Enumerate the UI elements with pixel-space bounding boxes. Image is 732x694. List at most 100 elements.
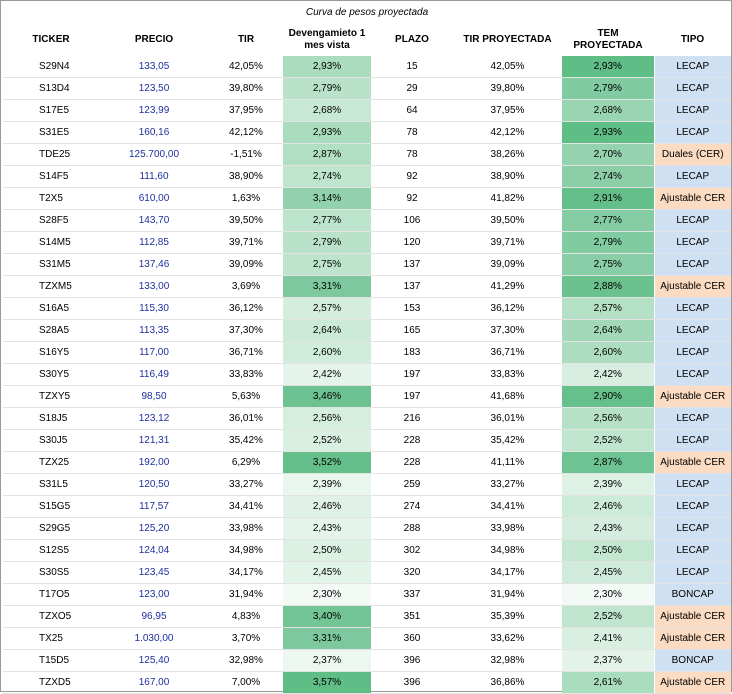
cell-precio[interactable]: 117,57 [99, 495, 209, 518]
cell-ticker[interactable]: S16Y5 [3, 341, 99, 364]
cell-tir[interactable]: 34,17% [209, 561, 283, 584]
cell-tipo[interactable]: LECAP [653, 56, 731, 78]
cell-ticker[interactable]: T17O5 [3, 583, 99, 606]
cell-tir[interactable]: 36,71% [209, 341, 283, 364]
cell-precio[interactable]: 123,99 [99, 99, 209, 122]
cell-plazo[interactable]: 78 [371, 143, 453, 166]
cell-ticker[interactable]: TDE25 [3, 143, 99, 166]
cell-tipo[interactable]: Ajustable CER [653, 671, 731, 694]
cell-tipo[interactable]: BONCAP [653, 583, 731, 606]
cell-tipo[interactable]: LECAP [653, 407, 731, 430]
cell-tir-proyectada[interactable]: 34,17% [453, 561, 562, 584]
cell-plazo[interactable]: 396 [371, 649, 453, 672]
cell-tem-proyectada[interactable]: 2,93% [562, 56, 654, 78]
cell-devengamiento[interactable]: 3,46% [283, 385, 371, 408]
cell-tir-proyectada[interactable]: 32,98% [453, 649, 562, 672]
cell-tem-proyectada[interactable]: 2,30% [562, 583, 654, 606]
cell-tir[interactable]: 37,95% [209, 99, 283, 122]
cell-tir[interactable]: 33,98% [209, 517, 283, 540]
cell-plazo[interactable]: 92 [371, 187, 453, 210]
cell-tir-proyectada[interactable]: 38,26% [453, 143, 562, 166]
cell-tir[interactable]: 3,70% [209, 627, 283, 650]
cell-tipo[interactable]: Ajustable CER [653, 627, 731, 650]
cell-tir-proyectada[interactable]: 38,90% [453, 165, 562, 188]
cell-tipo[interactable]: LECAP [653, 561, 731, 584]
cell-tem-proyectada[interactable]: 2,64% [562, 319, 654, 342]
cell-tir-proyectada[interactable]: 41,68% [453, 385, 562, 408]
cell-plazo[interactable]: 302 [371, 539, 453, 562]
cell-tipo[interactable]: Duales (CER) [653, 143, 731, 166]
cell-ticker[interactable]: TX25 [3, 627, 99, 650]
cell-precio[interactable]: 123,00 [99, 583, 209, 606]
cell-precio[interactable]: 125,20 [99, 517, 209, 540]
cell-tem-proyectada[interactable]: 2,52% [562, 429, 654, 452]
cell-precio[interactable]: 125.700,00 [99, 143, 209, 166]
cell-tir[interactable]: 39,80% [209, 77, 283, 100]
cell-tipo[interactable]: LECAP [653, 231, 731, 254]
cell-devengamiento[interactable]: 2,50% [283, 539, 371, 562]
cell-ticker[interactable]: TZXD5 [3, 671, 99, 694]
cell-precio[interactable]: 124,04 [99, 539, 209, 562]
cell-devengamiento[interactable]: 2,79% [283, 231, 371, 254]
cell-devengamiento[interactable]: 2,42% [283, 363, 371, 386]
cell-tipo[interactable]: Ajustable CER [653, 605, 731, 628]
cell-plazo[interactable]: 29 [371, 77, 453, 100]
cell-tir-proyectada[interactable]: 33,83% [453, 363, 562, 386]
cell-tipo[interactable]: LECAP [653, 209, 731, 232]
cell-tir-proyectada[interactable]: 31,94% [453, 583, 562, 606]
cell-devengamiento[interactable]: 3,31% [283, 627, 371, 650]
cell-tem-proyectada[interactable]: 2,87% [562, 451, 654, 474]
cell-precio[interactable]: 123,45 [99, 561, 209, 584]
cell-precio[interactable]: 117,00 [99, 341, 209, 364]
cell-devengamiento[interactable]: 2,79% [283, 77, 371, 100]
cell-tir-proyectada[interactable]: 42,12% [453, 121, 562, 144]
cell-precio[interactable]: 133,05 [99, 56, 209, 78]
cell-tir[interactable]: 36,01% [209, 407, 283, 430]
header-tem-proyectada[interactable]: TEM PROYECTADA [573, 27, 643, 51]
cell-tir[interactable]: 1,63% [209, 187, 283, 210]
cell-devengamiento[interactable]: 2,93% [283, 121, 371, 144]
cell-ticker[interactable]: S28A5 [3, 319, 99, 342]
cell-devengamiento[interactable]: 2,77% [283, 209, 371, 232]
cell-tir-proyectada[interactable]: 39,80% [453, 77, 562, 100]
cell-tem-proyectada[interactable]: 2,41% [562, 627, 654, 650]
cell-tir-proyectada[interactable]: 36,71% [453, 341, 562, 364]
cell-plazo[interactable]: 92 [371, 165, 453, 188]
cell-tipo[interactable]: LECAP [653, 495, 731, 518]
cell-ticker[interactable]: S14F5 [3, 165, 99, 188]
cell-tem-proyectada[interactable]: 2,50% [562, 539, 654, 562]
cell-plazo[interactable]: 165 [371, 319, 453, 342]
cell-devengamiento[interactable]: 2,68% [283, 99, 371, 122]
cell-ticker[interactable]: S12S5 [3, 539, 99, 562]
cell-precio[interactable]: 160,16 [99, 121, 209, 144]
cell-tem-proyectada[interactable]: 2,90% [562, 385, 654, 408]
cell-tipo[interactable]: LECAP [653, 99, 731, 122]
cell-tipo[interactable]: Ajustable CER [653, 275, 731, 298]
cell-plazo[interactable]: 274 [371, 495, 453, 518]
cell-ticker[interactable]: S31L5 [3, 473, 99, 496]
cell-plazo[interactable]: 183 [371, 341, 453, 364]
cell-tem-proyectada[interactable]: 2,77% [562, 209, 654, 232]
header-tir-proyectada[interactable]: TIR PROYECTADA [463, 33, 552, 45]
cell-tir-proyectada[interactable]: 39,09% [453, 253, 562, 276]
cell-precio[interactable]: 192,00 [99, 451, 209, 474]
cell-precio[interactable]: 123,50 [99, 77, 209, 100]
cell-tir-proyectada[interactable]: 42,05% [453, 56, 562, 78]
cell-tem-proyectada[interactable]: 2,75% [562, 253, 654, 276]
cell-tir-proyectada[interactable]: 41,82% [453, 187, 562, 210]
cell-tipo[interactable]: LECAP [653, 297, 731, 320]
cell-tipo[interactable]: Ajustable CER [653, 187, 731, 210]
cell-tir[interactable]: 4,83% [209, 605, 283, 628]
cell-tir-proyectada[interactable]: 39,50% [453, 209, 562, 232]
cell-plazo[interactable]: 137 [371, 253, 453, 276]
cell-ticker[interactable]: S29G5 [3, 517, 99, 540]
cell-ticker[interactable]: S30S5 [3, 561, 99, 584]
cell-plazo[interactable]: 197 [371, 385, 453, 408]
cell-tir[interactable]: 32,98% [209, 649, 283, 672]
cell-ticker[interactable]: S15G5 [3, 495, 99, 518]
header-tir[interactable]: TIR [237, 33, 255, 45]
cell-devengamiento[interactable]: 3,14% [283, 187, 371, 210]
cell-tipo[interactable]: LECAP [653, 429, 731, 452]
cell-tem-proyectada[interactable]: 2,74% [562, 165, 654, 188]
cell-tir[interactable]: 38,90% [209, 165, 283, 188]
